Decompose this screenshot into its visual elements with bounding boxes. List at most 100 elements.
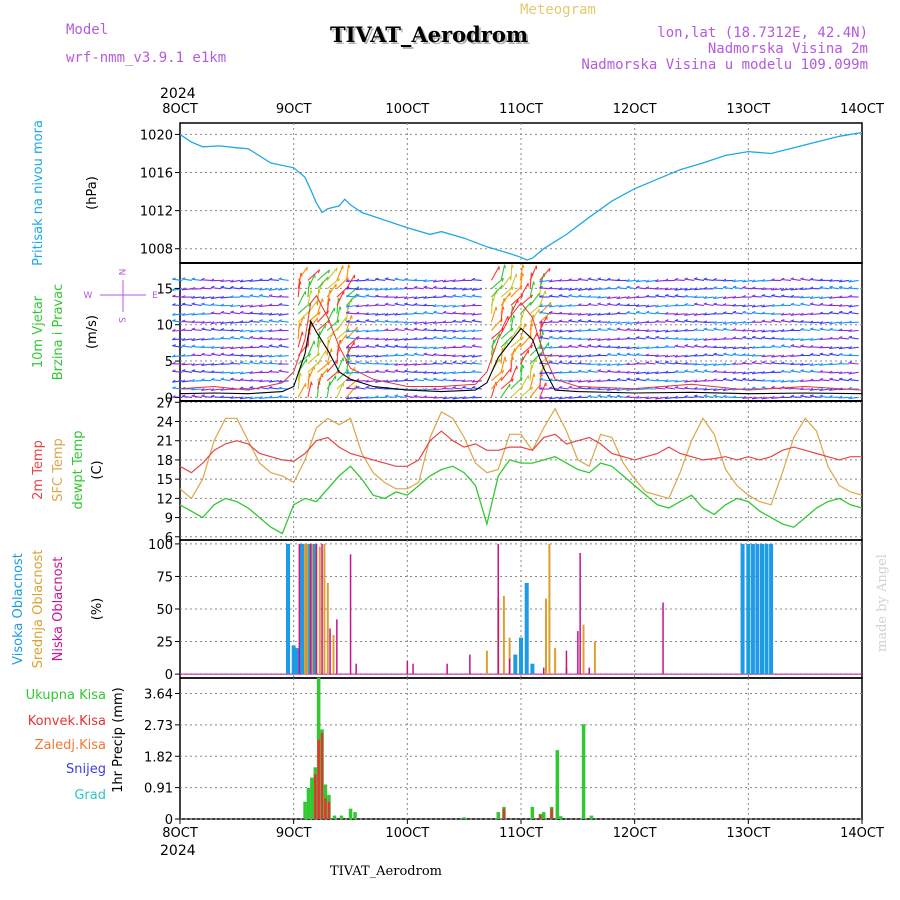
wind-arrow-head: [278, 344, 283, 347]
wind-arrow-head: [522, 264, 525, 269]
wind-arrow-head: [345, 371, 350, 375]
x-tick-label-top: 14OCT: [840, 102, 884, 117]
wind-arrow: [442, 312, 453, 315]
wind-arrow: [490, 285, 503, 298]
wind-arrow: [317, 276, 329, 290]
wind-arrow-head: [751, 345, 756, 349]
wind-arrow: [549, 379, 560, 382]
wind-arrow-head: [442, 279, 447, 283]
wind-arrow: [751, 346, 763, 349]
y-tick-label: 1020: [140, 128, 173, 143]
total-precip-bar: [303, 801, 307, 819]
wind-arrow: [268, 380, 279, 383]
wind-arrow: [597, 380, 608, 382]
wind-arrow-head: [268, 319, 273, 322]
wind-arrow: [838, 396, 849, 399]
wind-arrow: [810, 395, 820, 398]
wind-arrow-head: [674, 369, 679, 373]
wind-arrow-head: [403, 362, 408, 366]
wind-arrow-head: [462, 385, 466, 389]
wind-arrow: [259, 320, 270, 323]
wind-arrow: [239, 346, 250, 349]
wind-arrow-head: [771, 303, 775, 307]
wind-arrow: [626, 363, 637, 366]
wind-arrow: [587, 303, 598, 307]
wind-arrow: [433, 371, 444, 375]
wind-arrow: [365, 313, 376, 316]
wind-arrow-head: [577, 303, 582, 306]
wind-arrow-head: [172, 344, 176, 347]
wind-arrow-head: [626, 346, 630, 350]
wind-arrow: [694, 303, 705, 307]
wind-arrow-head: [664, 360, 669, 364]
wind-arrow: [423, 388, 434, 391]
wind-arrow-head: [339, 306, 342, 310]
wind-arrow: [268, 387, 279, 390]
wind-arrow: [549, 279, 560, 283]
wind-arrow-head: [452, 360, 457, 364]
wind-arrow-head: [452, 378, 456, 382]
mid-cloud-bar: [304, 543, 306, 675]
wind-arrow-head: [597, 277, 601, 280]
wind-arrow-head: [761, 329, 765, 333]
wind-arrow-head: [471, 287, 476, 291]
wind-arrow: [578, 355, 589, 358]
wind-arrow-head: [761, 319, 766, 322]
wind-arrow-head: [790, 287, 794, 291]
wind-arrow: [694, 278, 705, 281]
wind-arrow: [829, 371, 840, 374]
wind-arrow-head: [548, 294, 553, 297]
wind-arrow-head: [249, 360, 254, 364]
wind-arrow: [790, 380, 801, 383]
wind-arrow: [442, 295, 453, 298]
temp-ylabel-sub2: dewpt Temp: [71, 430, 86, 509]
wind-arrow-head: [606, 286, 611, 289]
wind-arrow-head: [172, 386, 176, 389]
wind-arrow-head: [771, 278, 775, 281]
wind-arrow-head: [452, 329, 456, 333]
wind-arrow-head: [278, 312, 282, 316]
y-tick-label: 3.64: [144, 688, 173, 703]
wind-arrow-head: [229, 320, 234, 324]
wind-arrow: [404, 313, 415, 315]
wind-arrow: [732, 346, 743, 350]
wind-arrow: [490, 339, 495, 356]
wind-arrow-head: [413, 296, 418, 300]
wind-arrow: [684, 380, 695, 383]
wind-arrow: [645, 396, 656, 400]
wind-arrow-head: [365, 354, 369, 358]
wind-arrow-head: [511, 286, 514, 291]
wind-arrow-head: [655, 396, 659, 400]
wind-arrow: [674, 355, 685, 358]
wind-arrow: [191, 296, 202, 299]
wind-arrow-head: [829, 336, 833, 340]
wind-arrow: [694, 345, 705, 348]
wind-arrow: [819, 363, 830, 366]
wind-arrow: [500, 347, 503, 365]
wind-arrow-head: [606, 345, 611, 348]
wind-arrow-head: [374, 287, 379, 291]
wind-arrow-head: [200, 337, 205, 341]
wind-arrow: [693, 329, 705, 332]
wind-arrow-head: [191, 369, 196, 372]
wind-arrow-head: [191, 286, 195, 290]
wind-arrow-head: [800, 353, 804, 356]
wind-arrow-head: [549, 360, 553, 364]
wind-arrow: [355, 396, 366, 400]
wind-arrow-head: [703, 378, 707, 382]
high-cloud-bar: [755, 543, 760, 675]
wind-arrow-head: [423, 285, 428, 288]
wind-arrow-head: [471, 312, 476, 316]
wind-arrow: [249, 396, 260, 400]
wind-arrow-head: [384, 394, 389, 397]
wind-arrow: [365, 387, 376, 390]
wind-arrow-head: [800, 344, 804, 347]
wind-arrow: [423, 321, 434, 325]
wind-arrow: [462, 329, 473, 333]
wind-arrow-head: [790, 362, 794, 365]
wind-arrow: [346, 387, 357, 390]
wind-arrow-head: [539, 310, 543, 313]
wind-arrow-head: [374, 312, 379, 316]
wind-arrow-head: [558, 294, 563, 297]
wind-arrow: [433, 311, 444, 315]
